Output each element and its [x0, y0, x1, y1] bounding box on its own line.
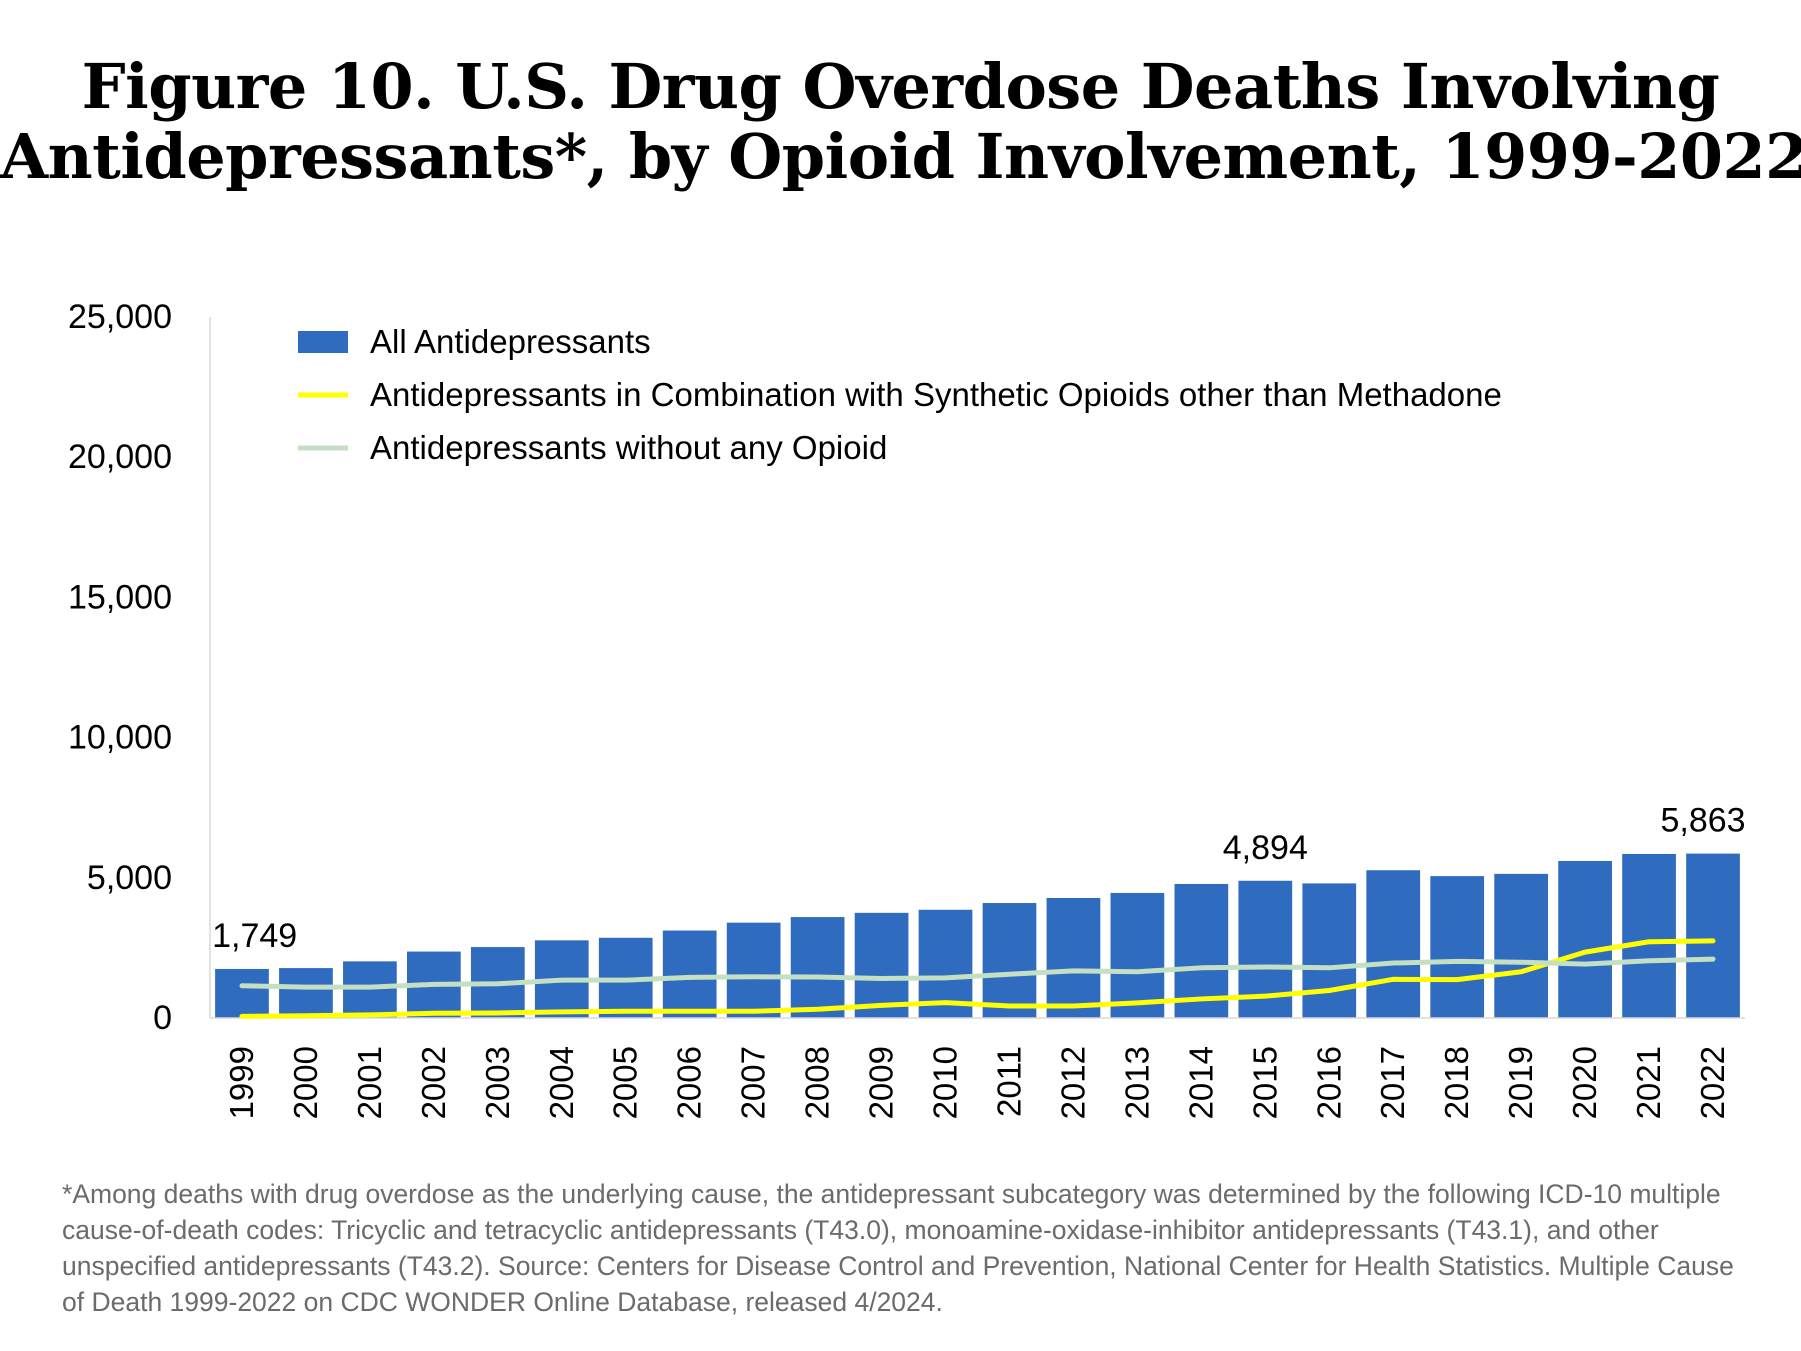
legend-label: All Antidepressants: [370, 323, 651, 360]
legend-label: Antidepressants in Combination with Synt…: [370, 376, 1502, 413]
bar: [1366, 870, 1421, 1018]
x-tick-label: 2013: [1118, 1046, 1155, 1119]
y-tick-label: 0: [153, 999, 172, 1037]
bar: [1494, 873, 1549, 1018]
series-line-2: [239, 956, 1716, 990]
bar: [1622, 853, 1676, 1018]
chart-title: Figure 10. U.S. Drug Overdose Deaths Inv…: [0, 52, 1801, 192]
x-tick-label: 2016: [1310, 1046, 1347, 1119]
bar: [726, 922, 781, 1018]
x-tick-label: 2015: [1246, 1046, 1283, 1119]
bar: [790, 917, 845, 1018]
y-tick-label: 5,000: [87, 859, 172, 897]
legend-label: Antidepressants without any Opioid: [370, 429, 887, 466]
x-tick-label: 2012: [1054, 1046, 1091, 1119]
chart-title-line-2: Antidepressants*, by Opioid Involvement,…: [0, 120, 1801, 193]
bar: [215, 968, 269, 1018]
x-tick-label: 2007: [735, 1046, 772, 1119]
x-tick-label: 2017: [1374, 1046, 1411, 1119]
bar: [1302, 883, 1357, 1018]
x-tick-label: 2014: [1182, 1046, 1219, 1119]
bar: [854, 912, 909, 1018]
chart-title-line-1: Figure 10. U.S. Drug Overdose Deaths Inv…: [81, 50, 1720, 123]
bar: [1046, 897, 1101, 1018]
data-label: 5,863: [1660, 802, 1745, 840]
legend-swatch-bar: [298, 331, 348, 353]
x-tick-label: 2004: [543, 1046, 580, 1119]
bar: [1430, 876, 1485, 1018]
x-tick-label: 2002: [415, 1046, 452, 1119]
bar: [662, 930, 717, 1018]
data-label: 4,894: [1223, 829, 1308, 867]
x-tick-label: 2008: [799, 1046, 836, 1119]
x-tick-label: 2019: [1502, 1046, 1539, 1119]
x-tick-label: 1999: [223, 1046, 260, 1119]
y-tick-label: 20,000: [68, 438, 172, 476]
chart: 0 5,000 10,000 15,000 20,000 25,000 1999 2000 20…: [68, 298, 1746, 1119]
x-tick-label: 2009: [863, 1046, 900, 1119]
footnote: *Among deaths with drug overdose as the …: [62, 1179, 1734, 1317]
y-tick-label: 25,000: [68, 298, 172, 336]
x-tick-label: 2020: [1566, 1046, 1603, 1119]
x-tick-label: 2003: [479, 1046, 516, 1119]
x-tick-label: 2022: [1694, 1046, 1731, 1119]
x-tick-label: 2021: [1630, 1046, 1667, 1119]
y-tick-label: 15,000: [68, 578, 172, 616]
bar: [918, 909, 973, 1018]
bar: [982, 903, 1037, 1018]
x-tick-label: 2010: [927, 1046, 964, 1119]
x-tick-label: 2000: [287, 1046, 324, 1119]
x-tick-label: 2018: [1438, 1046, 1475, 1119]
x-tick-label: 2005: [607, 1046, 644, 1119]
series-line-1: [239, 938, 1716, 1019]
bar: [279, 968, 333, 1018]
y-tick-label: 10,000: [68, 719, 172, 757]
bar: [343, 961, 397, 1018]
bar: [1110, 892, 1165, 1018]
x-tick-label: 2011: [990, 1046, 1027, 1117]
bar: [1686, 853, 1740, 1018]
bar: [1558, 860, 1612, 1018]
x-tick-label: 2001: [351, 1046, 388, 1119]
x-tick-label: 2006: [671, 1046, 708, 1119]
data-label: 1,749: [212, 917, 297, 955]
